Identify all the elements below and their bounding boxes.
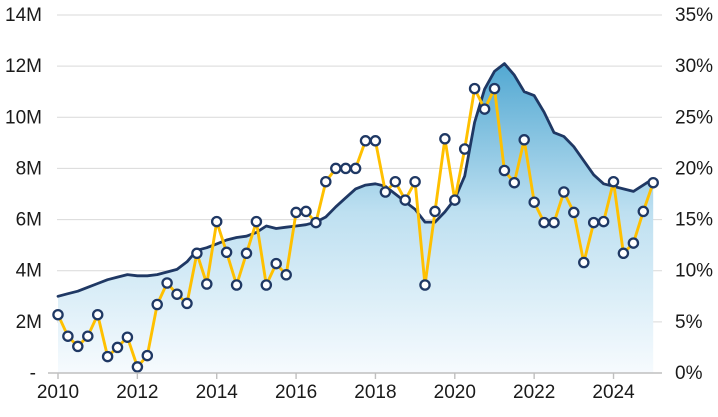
data-point-marker xyxy=(91,308,104,321)
data-point-marker xyxy=(597,215,610,228)
data-point-marker xyxy=(449,194,461,206)
data-point-marker xyxy=(518,134,530,146)
data-point-marker xyxy=(538,216,550,229)
right-axis-tick-label: 5% xyxy=(675,312,703,333)
x-axis-tick-label: 2014 xyxy=(196,382,239,403)
data-point-marker xyxy=(607,175,620,188)
data-point-marker xyxy=(52,308,64,321)
right-axis-tick-label: 0% xyxy=(675,363,703,384)
left-axis-tick-label: 10M xyxy=(5,107,42,128)
data-point-marker xyxy=(240,247,253,260)
right-axis-tick-label: 10% xyxy=(675,261,713,282)
data-point-marker xyxy=(478,103,491,115)
data-point-marker xyxy=(171,288,183,300)
data-point-marker xyxy=(62,330,74,342)
data-point-marker xyxy=(320,175,332,188)
data-point-marker xyxy=(280,269,292,281)
data-point-marker xyxy=(111,341,124,354)
axes xyxy=(48,372,662,379)
data-point-marker xyxy=(310,216,322,229)
data-point-marker xyxy=(508,176,521,189)
x-axis-tick-label: 2016 xyxy=(275,382,317,403)
data-point-marker xyxy=(379,186,392,198)
data-point-marker xyxy=(121,331,134,343)
x-axis-tick-label: 2022 xyxy=(513,382,555,403)
data-point-marker xyxy=(429,205,441,218)
data-point-marker xyxy=(548,216,560,229)
data-point-marker xyxy=(399,194,411,206)
series xyxy=(52,62,659,373)
axis-labels: 14M 12M 10M 8M 6M 4M 2M - 35% 30% 25% 20% 15% 10% 5% 0%… xyxy=(5,5,713,403)
data-point-marker xyxy=(349,162,362,175)
data-point-marker xyxy=(558,186,570,198)
left-axis-tick-label: 4M xyxy=(16,261,42,282)
data-point-marker xyxy=(300,205,312,218)
data-point-marker xyxy=(161,277,173,289)
data-point-marker xyxy=(419,279,431,291)
data-point-marker xyxy=(498,164,511,177)
right-axis-tick-label: 15% xyxy=(675,210,713,231)
data-point-marker xyxy=(409,175,421,188)
data-point-marker xyxy=(587,216,600,229)
data-point-marker xyxy=(141,349,154,362)
data-point-marker xyxy=(131,361,144,373)
data-point-marker xyxy=(627,237,640,249)
data-point-marker xyxy=(191,247,203,260)
data-point-marker xyxy=(439,133,451,145)
data-point-marker xyxy=(468,82,481,95)
data-point-marker xyxy=(647,176,659,189)
data-point-marker xyxy=(339,162,352,175)
data-point-marker xyxy=(210,215,223,228)
left-axis-tick-label: 12M xyxy=(5,56,42,77)
data-point-marker xyxy=(617,247,630,260)
data-point-marker xyxy=(330,162,342,175)
right-axis-tick-label: 35% xyxy=(675,5,713,26)
left-axis-tick-label: 8M xyxy=(16,158,42,179)
data-point-marker xyxy=(369,135,382,147)
right-axis-tick-label: 20% xyxy=(675,158,713,179)
area-series xyxy=(58,63,654,373)
right-axis-tick-label: 25% xyxy=(675,107,713,128)
data-point-marker xyxy=(270,257,282,270)
x-axis-tick-label: 2020 xyxy=(434,382,476,403)
data-point-marker xyxy=(637,205,650,218)
data-point-marker xyxy=(458,143,471,155)
data-point-marker xyxy=(260,279,273,291)
left-axis-tick-label: 2M xyxy=(16,312,42,333)
x-axis-tick-label: 2018 xyxy=(354,382,396,403)
area-outline xyxy=(56,62,655,298)
data-point-marker xyxy=(220,246,233,259)
data-point-marker xyxy=(250,215,263,228)
x-axis-tick-label: 2012 xyxy=(116,382,158,403)
data-point-marker xyxy=(528,196,540,208)
left-axis-tick-label: 6M xyxy=(16,210,42,231)
data-point-marker xyxy=(201,278,213,290)
data-point-marker xyxy=(488,82,501,95)
data-point-marker xyxy=(578,256,590,269)
data-point-marker xyxy=(568,206,580,219)
data-point-marker xyxy=(389,175,402,188)
right-axis-tick-label: 30% xyxy=(675,56,713,77)
data-point-marker xyxy=(101,350,114,363)
data-point-marker xyxy=(151,298,163,311)
data-point-marker xyxy=(359,135,372,147)
x-axis-tick-label: 2024 xyxy=(592,382,635,403)
x-axis-tick-label: 2010 xyxy=(37,382,79,403)
left-axis-tick-label: - xyxy=(30,363,36,384)
data-point-marker xyxy=(72,340,84,353)
data-point-marker xyxy=(82,330,94,342)
left-axis-tick-label: 14M xyxy=(5,5,42,26)
data-point-marker xyxy=(181,297,193,310)
data-point-marker xyxy=(290,206,302,219)
data-point-marker xyxy=(230,279,243,291)
